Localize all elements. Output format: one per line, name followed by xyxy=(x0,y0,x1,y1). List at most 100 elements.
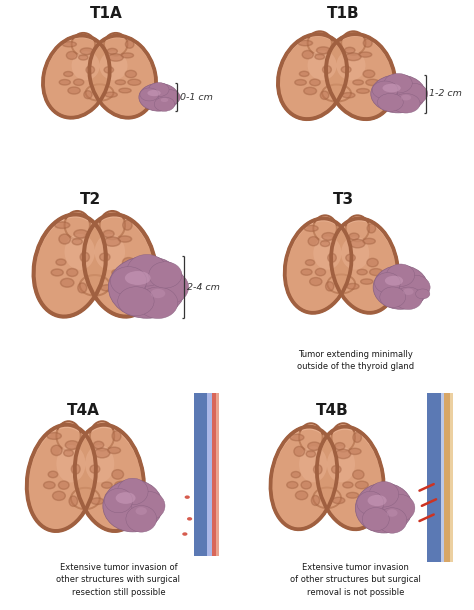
Ellipse shape xyxy=(74,230,88,238)
Ellipse shape xyxy=(126,40,134,48)
Ellipse shape xyxy=(123,220,132,230)
Ellipse shape xyxy=(68,87,80,94)
Ellipse shape xyxy=(182,533,188,536)
Ellipse shape xyxy=(386,264,415,287)
Ellipse shape xyxy=(367,259,378,267)
Text: Extensive tumor invasion
of other structures but surgical
removal is not possibl: Extensive tumor invasion of other struct… xyxy=(290,563,421,597)
Ellipse shape xyxy=(384,74,412,93)
Ellipse shape xyxy=(110,267,147,296)
Ellipse shape xyxy=(328,274,355,293)
Ellipse shape xyxy=(101,482,112,488)
Ellipse shape xyxy=(306,451,316,457)
Ellipse shape xyxy=(58,481,69,489)
Ellipse shape xyxy=(61,278,74,287)
Ellipse shape xyxy=(151,289,165,298)
Ellipse shape xyxy=(27,425,96,531)
Ellipse shape xyxy=(370,268,383,276)
Ellipse shape xyxy=(416,289,430,299)
Ellipse shape xyxy=(104,237,120,246)
Ellipse shape xyxy=(93,441,104,449)
Bar xyxy=(216,393,219,556)
Ellipse shape xyxy=(185,495,190,499)
Ellipse shape xyxy=(343,482,353,488)
Ellipse shape xyxy=(72,33,95,56)
Ellipse shape xyxy=(105,493,118,499)
Ellipse shape xyxy=(123,257,135,267)
Ellipse shape xyxy=(332,465,341,473)
Ellipse shape xyxy=(377,508,407,533)
Ellipse shape xyxy=(346,53,361,60)
Ellipse shape xyxy=(320,91,329,99)
Ellipse shape xyxy=(363,39,372,47)
Ellipse shape xyxy=(299,423,322,451)
Ellipse shape xyxy=(63,41,76,47)
Ellipse shape xyxy=(64,211,90,239)
Ellipse shape xyxy=(353,80,364,85)
Ellipse shape xyxy=(332,423,355,451)
Ellipse shape xyxy=(333,221,396,314)
Ellipse shape xyxy=(125,271,151,285)
Ellipse shape xyxy=(290,434,304,440)
Ellipse shape xyxy=(374,273,401,293)
Ellipse shape xyxy=(158,90,180,105)
Ellipse shape xyxy=(349,448,361,454)
Ellipse shape xyxy=(278,34,347,119)
Ellipse shape xyxy=(149,262,182,288)
Bar xyxy=(444,393,450,562)
Ellipse shape xyxy=(104,33,128,56)
Ellipse shape xyxy=(286,221,350,314)
Ellipse shape xyxy=(291,472,301,478)
Ellipse shape xyxy=(146,270,189,304)
Ellipse shape xyxy=(64,450,73,456)
Ellipse shape xyxy=(294,447,305,456)
Ellipse shape xyxy=(72,464,80,474)
Ellipse shape xyxy=(328,253,336,262)
Ellipse shape xyxy=(337,50,365,81)
Ellipse shape xyxy=(361,279,373,284)
Ellipse shape xyxy=(319,430,382,530)
Ellipse shape xyxy=(397,83,428,104)
Ellipse shape xyxy=(326,34,395,119)
Ellipse shape xyxy=(353,432,362,442)
Ellipse shape xyxy=(76,428,142,531)
Ellipse shape xyxy=(357,491,384,515)
Ellipse shape xyxy=(73,79,84,85)
Ellipse shape xyxy=(94,448,110,458)
Ellipse shape xyxy=(272,430,336,530)
Ellipse shape xyxy=(356,481,368,489)
Ellipse shape xyxy=(295,79,306,85)
Ellipse shape xyxy=(298,40,312,46)
Ellipse shape xyxy=(285,218,352,313)
Bar xyxy=(212,393,216,556)
Ellipse shape xyxy=(44,481,55,489)
Ellipse shape xyxy=(313,487,341,508)
Ellipse shape xyxy=(305,260,315,265)
Ellipse shape xyxy=(387,509,398,517)
Ellipse shape xyxy=(148,82,169,96)
Ellipse shape xyxy=(345,48,355,53)
Ellipse shape xyxy=(90,422,114,451)
Ellipse shape xyxy=(56,422,81,451)
Ellipse shape xyxy=(119,88,131,93)
Ellipse shape xyxy=(103,231,114,237)
Ellipse shape xyxy=(108,447,120,454)
Ellipse shape xyxy=(126,506,156,532)
Ellipse shape xyxy=(401,95,411,101)
Text: Extensive tumor invasion of
other structures with surgical
resection still possi: Extensive tumor invasion of other struct… xyxy=(56,563,181,597)
Ellipse shape xyxy=(126,268,139,276)
Ellipse shape xyxy=(72,51,100,80)
Ellipse shape xyxy=(78,283,87,293)
Ellipse shape xyxy=(115,80,126,85)
Ellipse shape xyxy=(317,47,330,54)
Ellipse shape xyxy=(67,268,78,276)
Ellipse shape xyxy=(72,239,82,245)
Ellipse shape xyxy=(359,52,372,57)
Ellipse shape xyxy=(105,92,117,97)
Ellipse shape xyxy=(300,71,309,76)
Ellipse shape xyxy=(65,441,79,450)
Ellipse shape xyxy=(271,426,337,529)
Ellipse shape xyxy=(107,48,118,54)
Ellipse shape xyxy=(372,81,398,99)
Ellipse shape xyxy=(100,253,110,261)
Text: Tumor extending minimally
outside of the thyroid gland: Tumor extending minimally outside of the… xyxy=(297,350,414,371)
